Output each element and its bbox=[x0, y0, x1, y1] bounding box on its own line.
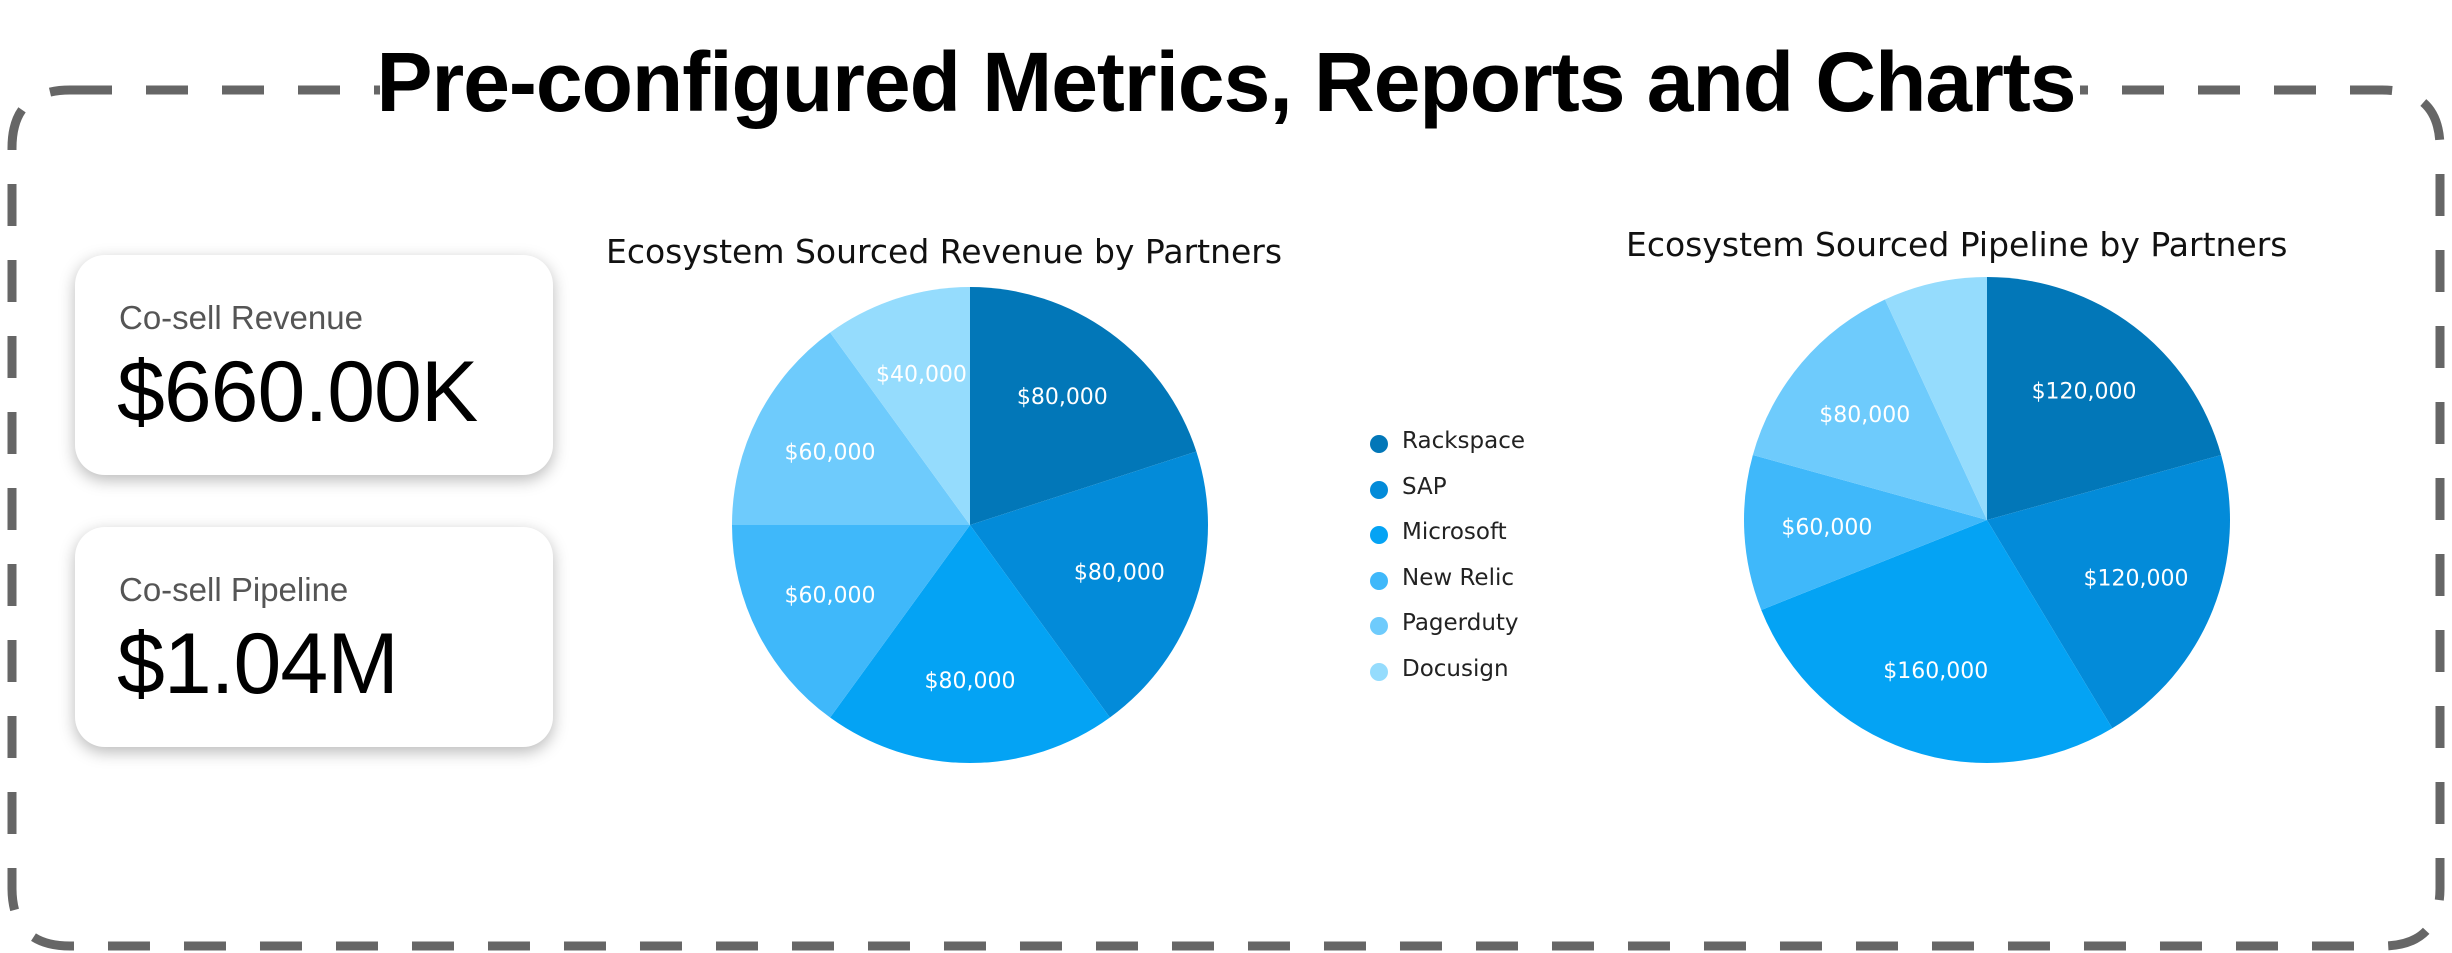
kpi-value: $660.00K bbox=[117, 344, 478, 440]
pie-slice-microsoft bbox=[1761, 520, 2113, 763]
pie-slice-rackspace bbox=[1987, 277, 2222, 520]
pie-slice-pagerduty bbox=[732, 332, 970, 525]
legend-label: New Relic bbox=[1402, 564, 1515, 591]
kpi-card-revenue: Co-sell Revenue $660.00K bbox=[75, 255, 553, 475]
pipeline-pie-chart: $120,000 $120,000 $160,000 $60,000 $80,000 bbox=[1744, 277, 2230, 763]
pie-slice-pagerduty bbox=[1752, 299, 1987, 520]
pie-slice-docusign bbox=[830, 287, 970, 525]
pie-slice-sap bbox=[1987, 454, 2230, 729]
pie-slice-sap bbox=[970, 451, 1208, 718]
data-label: $60,000 bbox=[785, 441, 876, 466]
revenue-pie-chart: $80,000 $80,000 $80,000 $60,000 $60,000 $40,0… bbox=[732, 287, 1208, 763]
pie-slice-new-relic bbox=[732, 525, 970, 718]
legend-label: Pagerduty bbox=[1402, 610, 1519, 636]
legend-swatch bbox=[1370, 526, 1388, 544]
kpi-label: Co-sell Pipeline bbox=[119, 571, 349, 608]
page-title: Pre-configured Metrics, Reports and Char… bbox=[376, 35, 2077, 129]
data-label: $120,000 bbox=[2083, 566, 2188, 591]
data-label: $80,000 bbox=[1017, 385, 1108, 410]
kpi-card-pipeline: Co-sell Pipeline $1.04M bbox=[75, 527, 553, 747]
legend-swatch bbox=[1370, 662, 1388, 681]
data-label: $60,000 bbox=[1781, 516, 1872, 541]
legend-label: Docusign bbox=[1402, 655, 1509, 682]
data-label: $80,000 bbox=[1074, 561, 1165, 586]
legend-swatch bbox=[1370, 617, 1388, 635]
legend-swatch bbox=[1370, 571, 1388, 590]
data-label: $80,000 bbox=[925, 669, 1016, 694]
title-mask bbox=[380, 55, 2080, 125]
legend-swatch bbox=[1370, 435, 1388, 453]
chart-title-pipeline: Ecosystem Sourced Pipeline by Partners bbox=[1626, 225, 2288, 264]
kpi-label: Co-sell Revenue bbox=[119, 299, 363, 336]
pie-slice-new-relic bbox=[1744, 454, 1987, 610]
data-label: $120,000 bbox=[2032, 379, 2137, 404]
chart-title-revenue: Ecosystem Sourced Revenue by Partners bbox=[606, 232, 1283, 271]
legend-label: SAP bbox=[1402, 473, 1447, 500]
legend-label: Microsoft bbox=[1402, 519, 1507, 545]
pie-slice-rackspace bbox=[970, 287, 1197, 525]
data-label: $40,000 bbox=[876, 363, 967, 388]
data-label: $80,000 bbox=[1819, 403, 1910, 428]
data-label: $60,000 bbox=[785, 583, 876, 608]
pie-slice-microsoft bbox=[830, 525, 1110, 763]
data-label: $160,000 bbox=[1883, 659, 1988, 684]
legend-label: Rackspace bbox=[1402, 428, 1526, 454]
legend-swatch bbox=[1370, 480, 1388, 499]
pie-slice-docusign bbox=[1884, 277, 1987, 520]
kpi-value: $1.04M bbox=[117, 616, 399, 712]
